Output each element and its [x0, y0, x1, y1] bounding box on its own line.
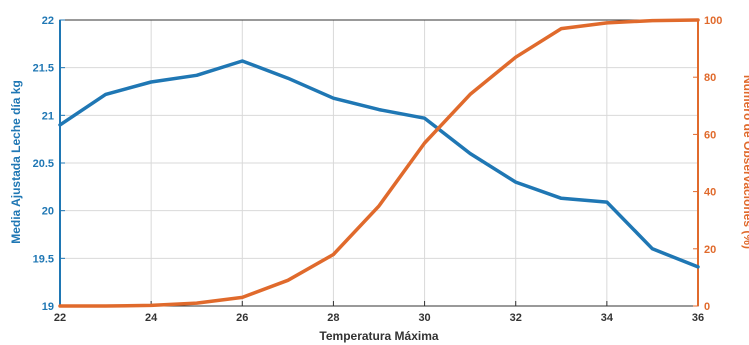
- y-right-axis-title: Número de Observaciones (%): [741, 75, 749, 249]
- series-line-observaciones: [58, 18, 700, 308]
- y-right-tick-label: 40: [704, 187, 716, 199]
- x-tick-label: 22: [54, 312, 66, 324]
- x-tick-label: 24: [145, 312, 158, 324]
- series-line-media-leche: [58, 59, 700, 269]
- x-tick-label: 28: [327, 312, 339, 324]
- grid-lines: [59, 19, 699, 307]
- y-left-tick-label: 21: [42, 110, 54, 122]
- y-left-tick-label: 21.5: [33, 63, 54, 75]
- x-axis-title: Temperatura Máxima: [319, 329, 438, 343]
- x-tick-label: 34: [601, 312, 614, 324]
- x-tick-label: 26: [236, 312, 248, 324]
- y-right-tick-label: 20: [704, 244, 716, 256]
- y-right-tick-label: 80: [704, 72, 716, 84]
- y-right-tick-label: 0: [704, 301, 710, 313]
- y-left-tick-label: 22: [42, 15, 54, 27]
- series-layer: [58, 18, 700, 308]
- y-right-tick-label: 60: [704, 129, 716, 141]
- y-left-axis-title: Media Ajustada Leche día kg: [9, 80, 23, 244]
- y-left-tick-label: 19.5: [33, 253, 54, 265]
- y-left-tick-label: 19: [42, 301, 54, 313]
- x-tick-label: 32: [510, 312, 522, 324]
- x-tick-label: 30: [418, 312, 430, 324]
- y-right-tick-label: 100: [704, 15, 722, 27]
- tick-labels: 22 24 26 28 30 32 34 36 19 19.5 20 20.5 21 21.5 22 0 20 4…: [33, 15, 723, 324]
- x-tick-label: 36: [692, 312, 704, 324]
- y-left-tick-label: 20.5: [33, 158, 54, 170]
- y-left-tick-label: 20: [42, 206, 54, 218]
